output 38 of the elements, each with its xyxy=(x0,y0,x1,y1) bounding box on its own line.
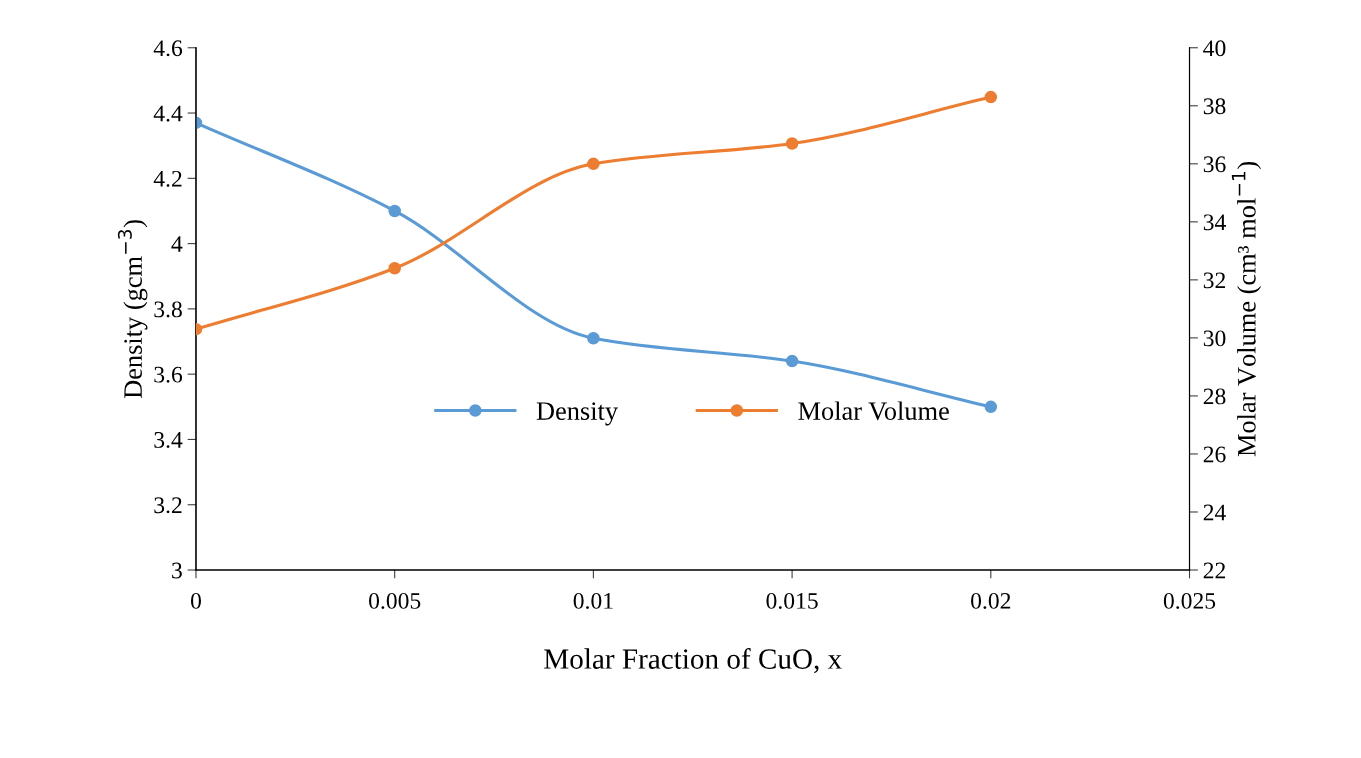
x-axis-title: Molar Fraction of CuO, x xyxy=(544,648,842,674)
point xyxy=(785,354,799,368)
y-tick-label: 4 xyxy=(171,236,183,252)
y-tick-label: 3.2 xyxy=(154,497,182,514)
legend-label: Density xyxy=(536,402,618,426)
point xyxy=(984,400,998,414)
point xyxy=(587,157,600,171)
y2-tick-label: 26 xyxy=(1203,446,1226,463)
y-tick-label: 4.2 xyxy=(153,170,182,187)
y2-tick-label: 34 xyxy=(1203,214,1226,231)
y2-tick-label: 32 xyxy=(1203,272,1226,289)
x-tick-label: 0.01 xyxy=(573,592,613,609)
y2-tick-label: 36 xyxy=(1203,156,1226,173)
point xyxy=(984,90,998,104)
y2-tick-label: 28 xyxy=(1203,388,1226,405)
point xyxy=(785,137,799,150)
y2-tick-label: 38 xyxy=(1203,98,1226,115)
y2-tick-label: 22 xyxy=(1203,562,1226,579)
y-tick-label: 3.6 xyxy=(154,366,183,383)
y-tick-label: 3.4 xyxy=(154,432,183,448)
point xyxy=(388,262,401,275)
x-tick-label: 0.025 xyxy=(1163,592,1216,609)
y-tick-label: 3.8 xyxy=(154,301,182,318)
x-tick-label: 0.015 xyxy=(766,592,818,609)
y-tick-label: 4.4 xyxy=(153,105,183,122)
x-tick-label: 0 xyxy=(190,592,201,609)
y-axis-title: Density (gcm$^{−3}$) xyxy=(117,220,148,399)
y-tick-label: 4.6 xyxy=(153,40,183,57)
legend-label: Molar Volume xyxy=(798,401,949,421)
y2-tick-label: 40 xyxy=(1203,40,1226,57)
point xyxy=(388,204,401,218)
point xyxy=(587,332,600,345)
y-tick-label: 3 xyxy=(172,562,182,579)
x-tick-label: 0.02 xyxy=(971,592,1011,609)
x-tick-label: 0.005 xyxy=(369,592,421,609)
y2-axis-title: Molar Volume (cm³ mol$^{−1}$) xyxy=(1231,161,1262,457)
y2-tick-label: 24 xyxy=(1203,504,1226,521)
y2-tick-label: 30 xyxy=(1203,330,1226,347)
